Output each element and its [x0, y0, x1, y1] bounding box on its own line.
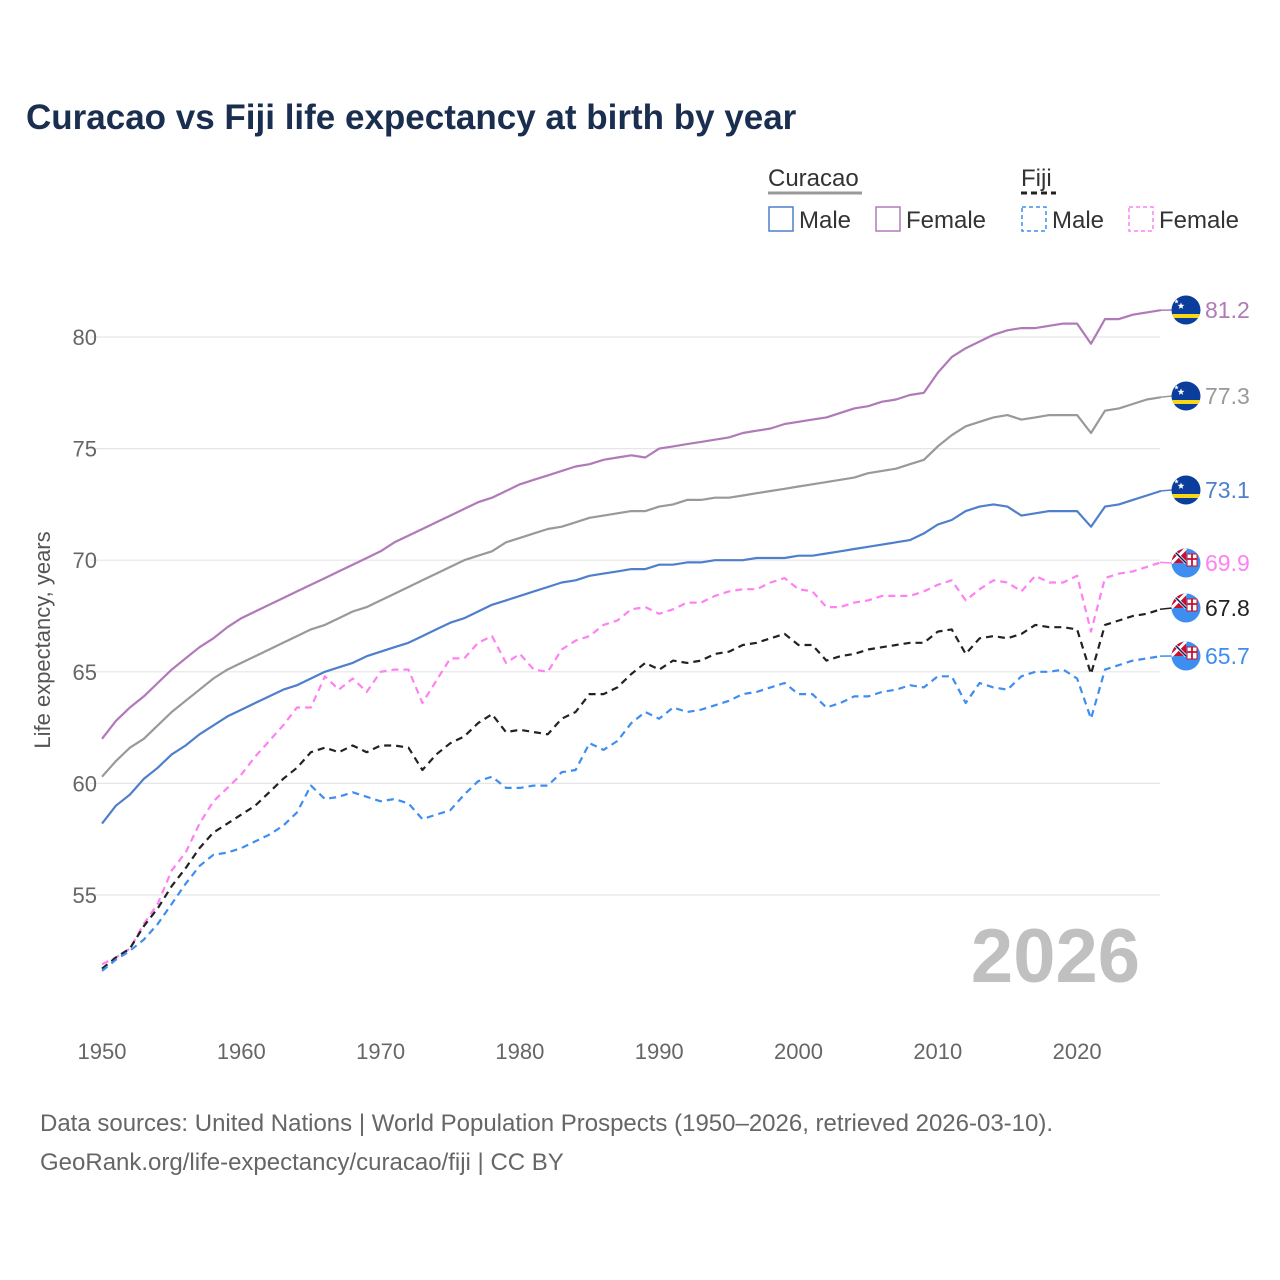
y-tick-label: 55 [73, 883, 97, 908]
series-end-markers: 81.2 77.3 73.1 69.9 67.8 65.7 [1159, 295, 1250, 671]
star-icon [1177, 482, 1185, 489]
legend: Curacao Male Female Fiji Male Female [768, 165, 1239, 234]
legend-group-curacao: Curacao [768, 165, 859, 192]
curacao-flag-icon [1171, 381, 1201, 411]
curacao-flag-icon [1171, 475, 1201, 505]
legend-fiji-female: Female [1159, 207, 1239, 234]
x-tick-label: 1980 [495, 1039, 544, 1064]
series-line-curacao-female [101, 309, 1161, 740]
star-icon [1177, 302, 1185, 309]
x-tick-label: 1960 [217, 1039, 266, 1064]
y-tick-label: 75 [73, 437, 97, 462]
curacao-flag-icon [1171, 295, 1201, 325]
legend-swatch-fiji-female [1128, 206, 1154, 232]
legend-group-fiji: Fiji [1021, 165, 1052, 192]
x-tick-label: 1990 [635, 1039, 684, 1064]
series-line-curacao-male [101, 489, 1162, 825]
legend-swatch-curacao-male [768, 206, 794, 232]
star-icon [1174, 385, 1179, 390]
series-lines [101, 309, 1162, 972]
end-value-label: 69.9 [1205, 550, 1250, 576]
footer-link[interactable]: GeoRank.org/life-expectancy/curacao/fiji… [40, 1149, 564, 1176]
end-value-label: 81.2 [1205, 297, 1250, 323]
x-tick-label: 1950 [78, 1039, 127, 1064]
y-tick-label: 70 [73, 548, 97, 573]
legend-fiji-male: Male [1052, 207, 1104, 234]
end-connector [1159, 561, 1173, 564]
x-tick-label: 2010 [913, 1039, 962, 1064]
star-icon [1174, 299, 1179, 304]
gridlines [90, 336, 1160, 896]
x-ticks: 1950 1960 1970 1980 1990 2000 2010 2020 [78, 1039, 1102, 1064]
series-line-fiji-male [101, 655, 1161, 972]
y-tick-label: 65 [73, 660, 97, 685]
y-axis-label: Life expectancy, years [30, 531, 55, 748]
end-value-label: 73.1 [1205, 477, 1250, 503]
x-tick-label: 2000 [774, 1039, 823, 1064]
end-connector [1159, 607, 1173, 611]
legend-curacao-male: Male [799, 207, 851, 234]
fiji-flag-icon [1171, 593, 1201, 623]
end-value-label: 67.8 [1205, 595, 1250, 621]
year-watermark: 2026 [971, 914, 1140, 999]
y-ticks: 55 60 65 70 75 80 [73, 325, 97, 908]
footer-sources: Data sources: United Nations | World Pop… [40, 1110, 1053, 1137]
end-connector [1159, 395, 1173, 399]
series-line-fiji-total [101, 608, 1162, 970]
y-tick-label: 80 [73, 325, 97, 350]
legend-swatch-fiji-male [1021, 206, 1047, 232]
x-tick-label: 1970 [356, 1039, 405, 1064]
star-icon [1174, 479, 1179, 484]
legend-swatch-curacao-female [875, 206, 901, 232]
legend-curacao-female: Female [906, 207, 986, 234]
x-tick-label: 2020 [1053, 1039, 1102, 1064]
end-value-label: 65.7 [1205, 643, 1250, 669]
end-connector [1159, 489, 1173, 492]
end-value-label: 77.3 [1205, 383, 1250, 409]
fiji-flag-icon [1171, 641, 1201, 671]
fiji-flag-icon [1171, 548, 1201, 578]
series-line-fiji-female [101, 561, 1162, 966]
y-tick-label: 60 [73, 771, 97, 796]
series-line-curacao-total [101, 396, 1161, 778]
star-icon [1177, 388, 1185, 395]
chart-title: Curacao vs Fiji life expectancy at birth… [26, 98, 797, 137]
